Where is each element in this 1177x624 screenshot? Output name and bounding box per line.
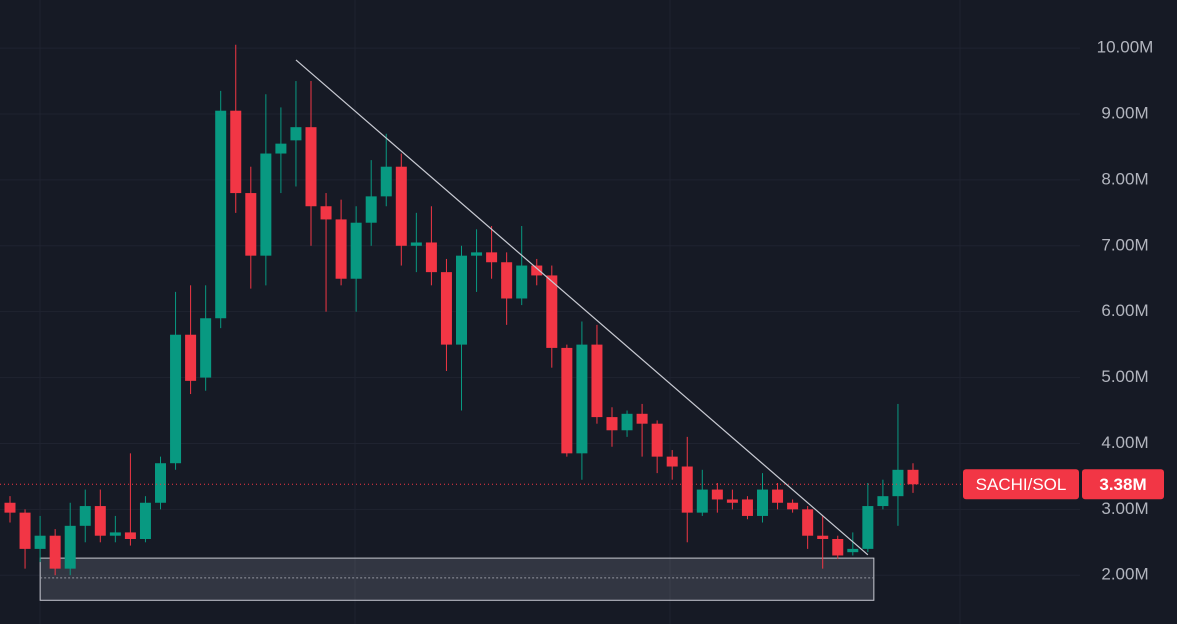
candle-body: [681, 466, 693, 513]
candle-body: [275, 143, 287, 154]
candle-body: [260, 153, 272, 256]
candle-body: [215, 110, 227, 319]
candle-body: [561, 347, 573, 454]
candle-body: [34, 535, 46, 549]
candle-body: [741, 499, 753, 516]
candle-body: [501, 262, 513, 299]
candle-body: [666, 456, 678, 467]
candle-body: [350, 222, 362, 279]
candle-body: [335, 219, 347, 279]
candle-body: [832, 538, 844, 556]
y-tick-label: 6.00M: [1101, 301, 1148, 320]
candle-body: [726, 499, 738, 503]
range-box: [39, 557, 875, 601]
candle-body: [471, 252, 483, 256]
candle-body: [711, 489, 723, 500]
candle-body: [621, 413, 633, 431]
candle-body: [185, 334, 197, 381]
candle-body: [606, 417, 618, 431]
candle-body: [787, 502, 799, 510]
y-tick-label: 8.00M: [1101, 169, 1148, 188]
candle-body: [79, 506, 91, 526]
candle-body: [636, 413, 648, 424]
candle-body: [139, 502, 151, 539]
plot: [0, 44, 1080, 601]
candle-body: [907, 469, 919, 485]
candle-body: [124, 532, 136, 539]
candle-body: [290, 127, 302, 141]
y-axis: 10.00M 9.00M 8.00M 7.00M 6.00M 5.00M 4.00M 3.00…: [963, 38, 1164, 584]
candle-body: [395, 166, 407, 246]
trendline: [295, 59, 869, 556]
candle-body: [892, 469, 904, 497]
candle-body: [245, 193, 257, 256]
y-tick-label: 10.00M: [1097, 38, 1154, 57]
candle-body: [456, 255, 467, 345]
candle-body: [696, 489, 708, 513]
candle-body: [19, 512, 31, 549]
price-label: 3.38M: [1099, 475, 1146, 494]
y-tick-label: 9.00M: [1101, 103, 1148, 122]
candle-body: [772, 489, 784, 503]
y-tick-label: 2.00M: [1101, 565, 1148, 584]
y-tick-label: 5.00M: [1101, 367, 1148, 386]
candle-body: [546, 275, 558, 348]
candle-body: [847, 548, 859, 553]
candle-body: [64, 525, 76, 569]
candle-body: [516, 265, 528, 299]
candle-body: [425, 242, 437, 273]
y-tick-label: 3.00M: [1101, 499, 1148, 518]
candle-body: [305, 127, 317, 207]
y-tick-label: 4.00M: [1101, 433, 1148, 452]
candle-body: [155, 463, 166, 503]
price-label-bg: [1082, 469, 1164, 500]
candle-body: [109, 532, 121, 536]
y-tick-label: 7.00M: [1101, 235, 1148, 254]
grid: [0, 0, 1080, 624]
candle-body: [4, 502, 16, 513]
symbol-label-bg: [963, 469, 1079, 500]
candle-body: [320, 206, 332, 220]
candle-body: [486, 252, 498, 263]
candle-body: [49, 535, 61, 569]
candle-body: [757, 489, 768, 516]
candle-body: [170, 334, 182, 464]
symbol-label: SACHI/SOL: [976, 475, 1067, 494]
candle-body: [440, 272, 452, 345]
candle-body: [651, 423, 663, 457]
candle-body: [200, 318, 212, 378]
candle-body: [380, 166, 392, 197]
candle-body: [802, 509, 814, 536]
candle-body: [576, 344, 588, 454]
candle-body: [531, 265, 543, 276]
candle-body: [862, 506, 874, 549]
candle-body: [410, 242, 422, 246]
candle-body: [94, 506, 106, 536]
candle-body: [591, 344, 603, 418]
candle-body: [817, 535, 829, 539]
candle-body: [230, 110, 242, 194]
candle-body: [365, 196, 377, 223]
candle-body: [877, 496, 889, 507]
